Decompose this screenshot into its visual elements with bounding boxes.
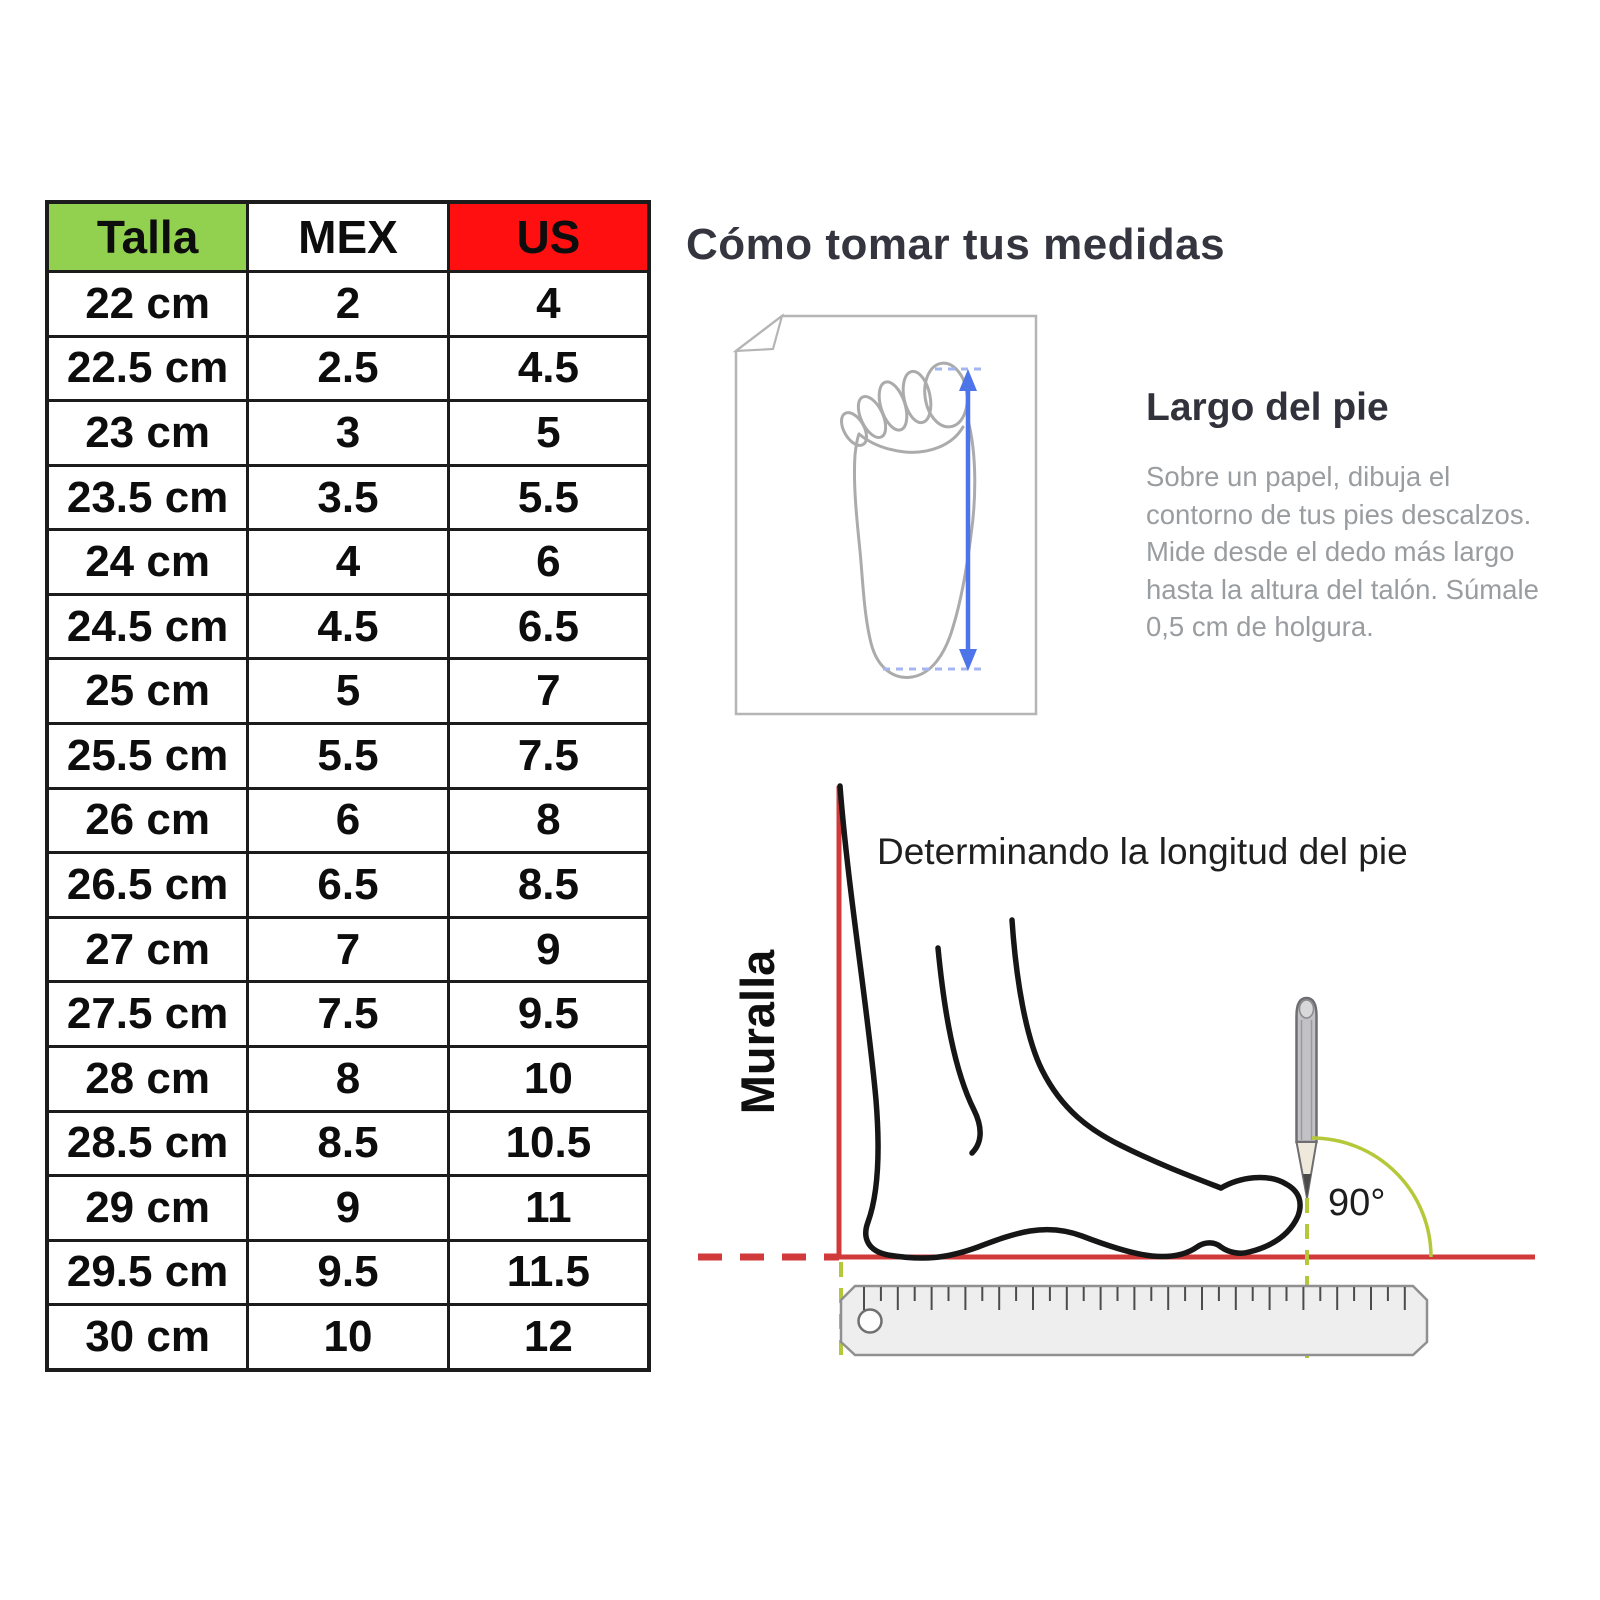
table-cell: 8 (246, 1044, 450, 1113)
foot-fill (840, 786, 1301, 1259)
table-cell: 10.5 (446, 1109, 651, 1178)
table-cell: 5 (246, 657, 450, 726)
table-cell: 8.5 (246, 1109, 450, 1178)
table-row: 28.5 cm 8.5 10.5 (45, 1109, 651, 1178)
table-cell: 6.5 (246, 851, 450, 919)
table-cell: 29 cm (45, 1174, 250, 1242)
table-row: 25 cm 5 7 (45, 657, 651, 726)
table-cell: 22.5 cm (45, 334, 250, 403)
table-cell: 29.5 cm (45, 1238, 250, 1307)
col-header-mex: MEX (246, 200, 450, 273)
table-row: 26.5 cm 6.5 8.5 (45, 851, 651, 919)
table-cell: 8.5 (446, 851, 651, 919)
table-cell: 4.5 (446, 334, 651, 403)
table-row: 24.5 cm 4.5 6.5 (45, 592, 651, 661)
footprint-outline (840, 361, 977, 679)
table-cell: 22 cm (45, 270, 250, 338)
table-cell: 5.5 (246, 722, 450, 790)
size-chart-table: Talla MEX US 22 cm 2 4 22.5 cm 2.5 4.5 23 cm 3 5… (45, 200, 651, 1372)
table-row: 22.5 cm 2.5 4.5 (45, 334, 651, 403)
table-row: 30 cm 10 12 (45, 1303, 651, 1372)
table-cell: 27 cm (45, 915, 250, 984)
largo-del-pie-heading: Largo del pie (1146, 386, 1389, 429)
ruler-ticks (863, 1287, 1406, 1310)
table-cell: 6 (446, 528, 651, 596)
table-cell: 23.5 cm (45, 463, 250, 532)
largo-del-pie-instructions: Sobre un papel, dibuja el contorno de tu… (1146, 461, 1539, 642)
table-row: 29.5 cm 9.5 11.5 (45, 1238, 651, 1307)
table-cell: 8 (446, 786, 651, 855)
table-row: 23.5 cm 3.5 5.5 (45, 463, 651, 532)
table-cell: 4 (246, 528, 450, 596)
table-cell: 28 cm (45, 1044, 250, 1113)
table-row: 25.5 cm 5.5 7.5 (45, 722, 651, 790)
angle-degree-label: 90° (1328, 1182, 1386, 1224)
table-cell: 10 (246, 1303, 450, 1372)
table-cell: 25.5 cm (45, 722, 250, 790)
table-cell: 9.5 (246, 1238, 450, 1307)
table-row: 26 cm 6 8 (45, 786, 651, 855)
table-row: 27 cm 7 9 (45, 915, 651, 984)
guide-title: Cómo tomar tus medidas (686, 220, 1226, 269)
table-cell: 26 cm (45, 786, 250, 855)
table-row: 27.5 cm 7.5 9.5 (45, 980, 651, 1048)
table-cell: 9 (446, 915, 651, 984)
table-cell: 7.5 (446, 722, 651, 790)
table-cell: 25 cm (45, 657, 250, 726)
table-cell: 7.5 (246, 980, 450, 1048)
foot-length-diagram (698, 783, 1535, 1358)
table-row: 24 cm 4 6 (45, 528, 651, 596)
table-cell: 10 (446, 1044, 651, 1113)
table-cell: 6.5 (446, 592, 651, 661)
table-cell: 4.5 (246, 592, 450, 661)
table-cell: 5 (446, 399, 651, 467)
paper-fold-corner (732, 313, 784, 353)
table-cell: 24 cm (45, 528, 250, 596)
wall-label: Muralla (730, 949, 784, 1115)
table-cell: 9 (246, 1174, 450, 1242)
table-cell: 12 (446, 1303, 651, 1372)
size-chart-header: Talla MEX US (45, 200, 651, 273)
table-cell: 11 (446, 1174, 651, 1242)
table-cell: 3 (246, 399, 450, 467)
table-cell: 30 cm (45, 1303, 250, 1372)
col-header-talla: Talla (45, 200, 250, 273)
table-cell: 6 (246, 786, 450, 855)
table-cell: 7 (446, 657, 651, 726)
paper-sheet (734, 314, 1038, 716)
ruler-illustration (839, 1284, 1429, 1357)
pencil-illustration (1295, 996, 1318, 1199)
table-cell: 26.5 cm (45, 851, 250, 919)
table-cell: 7 (246, 915, 450, 984)
table-cell: 11.5 (446, 1238, 651, 1307)
table-cell: 9.5 (446, 980, 651, 1048)
table-cell: 27.5 cm (45, 980, 250, 1048)
table-cell: 2 (246, 270, 450, 338)
table-row: 28 cm 8 10 (45, 1044, 651, 1113)
foot-profile-illustration (837, 783, 1303, 1261)
header-row: Talla MEX US (45, 200, 651, 273)
table-cell: 23 cm (45, 399, 250, 467)
table-cell: 2.5 (246, 334, 450, 403)
table-cell: 4 (446, 270, 651, 338)
table-cell: 5.5 (446, 463, 651, 532)
table-row: 29 cm 9 11 (45, 1174, 651, 1242)
table-cell: 28.5 cm (45, 1109, 250, 1178)
table-row: 22 cm 2 4 (45, 270, 651, 338)
diagram-title: Determinando la longitud del pie (877, 831, 1408, 872)
table-cell: 24.5 cm (45, 592, 250, 661)
size-chart-body: 22 cm 2 4 22.5 cm 2.5 4.5 23 cm 3 5 23.5 cm 3.5 5.5… (45, 270, 651, 1372)
angle-arc (1311, 1136, 1433, 1258)
col-header-us: US (446, 200, 651, 273)
length-measure-arrow (883, 367, 983, 671)
footprint-on-paper-illustration (732, 313, 1038, 716)
table-row: 23 cm 3 5 (45, 399, 651, 467)
table-cell: 3.5 (246, 463, 450, 532)
